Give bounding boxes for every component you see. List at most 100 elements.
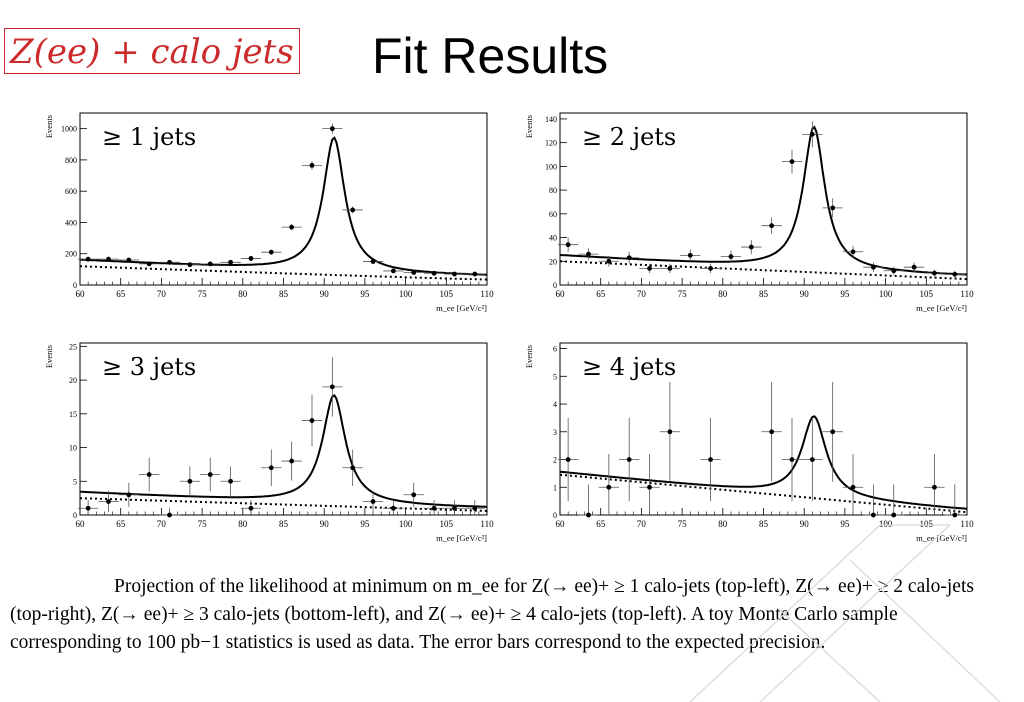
data-marker: [626, 457, 632, 462]
x-tick-label: 60: [76, 289, 86, 299]
data-point: [464, 500, 485, 515]
data-point: [619, 251, 640, 264]
data-marker: [309, 162, 315, 168]
data-marker: [146, 472, 152, 477]
data-point: [322, 123, 343, 134]
data-point: [822, 198, 843, 218]
data-point: [200, 261, 221, 267]
x-tick-label: 60: [556, 289, 566, 299]
data-marker: [647, 484, 652, 490]
data-point: [240, 500, 262, 515]
data-marker: [228, 259, 233, 265]
data-marker: [329, 126, 335, 132]
data-point: [403, 270, 424, 275]
data-marker: [565, 242, 571, 248]
y-tick-label: 60: [549, 210, 557, 219]
x-tick-label: 80: [718, 519, 728, 529]
jet-multiplicity-label: ≥ 1 jets: [102, 123, 196, 151]
data-point: [903, 262, 925, 272]
chart-svg: 60 65 70 75 80 85 90 95 100 105 110 0 1 2 3 4 5 6 m_ee [Ge…: [524, 342, 974, 543]
y-tick-label: 4: [553, 400, 557, 409]
x-tick-label: 95: [360, 289, 370, 299]
x-tick-label: 70: [637, 289, 647, 299]
y-tick-label: 200: [65, 250, 77, 259]
data-marker: [431, 270, 437, 276]
data-marker: [687, 252, 693, 258]
data-marker: [350, 465, 356, 471]
y-tick-label: 20: [69, 376, 77, 385]
x-tick-label: 65: [596, 519, 606, 529]
data-point: [179, 466, 201, 497]
data-marker: [769, 429, 775, 435]
data-point: [761, 381, 782, 482]
data-point: [98, 256, 119, 262]
y-axis-label: Events: [44, 115, 54, 138]
data-marker: [952, 271, 958, 277]
data-marker: [146, 261, 152, 267]
data-point: [220, 466, 241, 497]
y-tick-label: 120: [545, 139, 557, 148]
data-marker: [830, 205, 836, 211]
x-tick-label: 95: [840, 519, 850, 529]
data-point: [598, 453, 620, 515]
y-axis-label: Events: [524, 115, 534, 138]
x-tick-label: 65: [116, 519, 126, 529]
data-marker: [626, 255, 632, 261]
x-tick-label: 70: [157, 289, 167, 299]
x-axis-label: m_ee [GeV/c²]: [436, 533, 487, 543]
x-tick-label: 75: [678, 289, 688, 299]
x-tick-label: 60: [76, 519, 86, 529]
y-tick-label: 2: [553, 456, 557, 465]
fit-curve: [79, 394, 487, 508]
data-marker: [830, 429, 836, 435]
data-point: [322, 357, 343, 417]
data-point: [444, 500, 465, 515]
data-marker: [472, 505, 478, 511]
x-tick-label: 80: [238, 519, 248, 529]
data-marker: [268, 465, 274, 471]
data-point: [781, 149, 803, 174]
data-point: [301, 394, 323, 447]
data-marker: [350, 207, 356, 213]
data-point: [179, 262, 201, 268]
data-marker: [789, 159, 795, 165]
data-point: [598, 255, 620, 267]
data-marker: [565, 457, 571, 462]
data-point: [863, 484, 884, 518]
y-axis-label: Events: [44, 345, 54, 368]
data-marker: [809, 131, 815, 137]
data-marker: [390, 268, 396, 274]
data-marker: [329, 384, 335, 390]
data-point: [680, 249, 701, 262]
y-axis-label: Events: [524, 345, 534, 368]
background-curve: [559, 473, 968, 514]
data-point: [362, 490, 384, 513]
x-axis-label: m_ee [GeV/c²]: [916, 533, 967, 543]
data-marker: [708, 265, 713, 271]
data-marker: [452, 271, 457, 277]
data-marker: [167, 259, 172, 265]
data-point: [802, 121, 823, 148]
data-point: [578, 484, 599, 518]
data-marker: [431, 505, 437, 511]
figure-caption: Projection of the likelihood at minimum …: [10, 573, 1014, 657]
y-tick-label: 3: [553, 428, 557, 437]
data-marker: [809, 457, 815, 462]
data-marker: [390, 505, 396, 511]
x-tick-label: 90: [800, 289, 810, 299]
y-tick-label: 25: [69, 342, 77, 351]
data-marker: [187, 478, 193, 484]
data-point: [619, 417, 640, 502]
y-tick-label: 140: [545, 115, 557, 124]
data-point: [781, 417, 803, 502]
y-tick-label: 0: [73, 511, 77, 520]
jet-multiplicity-label: ≥ 3 jets: [102, 353, 196, 381]
data-point: [659, 381, 681, 482]
x-tick-label: 95: [360, 519, 370, 529]
x-tick-label: 95: [840, 289, 850, 299]
x-tick-label: 100: [879, 519, 893, 529]
data-point: [118, 482, 140, 507]
data-marker: [586, 251, 591, 257]
data-point: [77, 500, 99, 515]
data-point: [383, 500, 404, 515]
